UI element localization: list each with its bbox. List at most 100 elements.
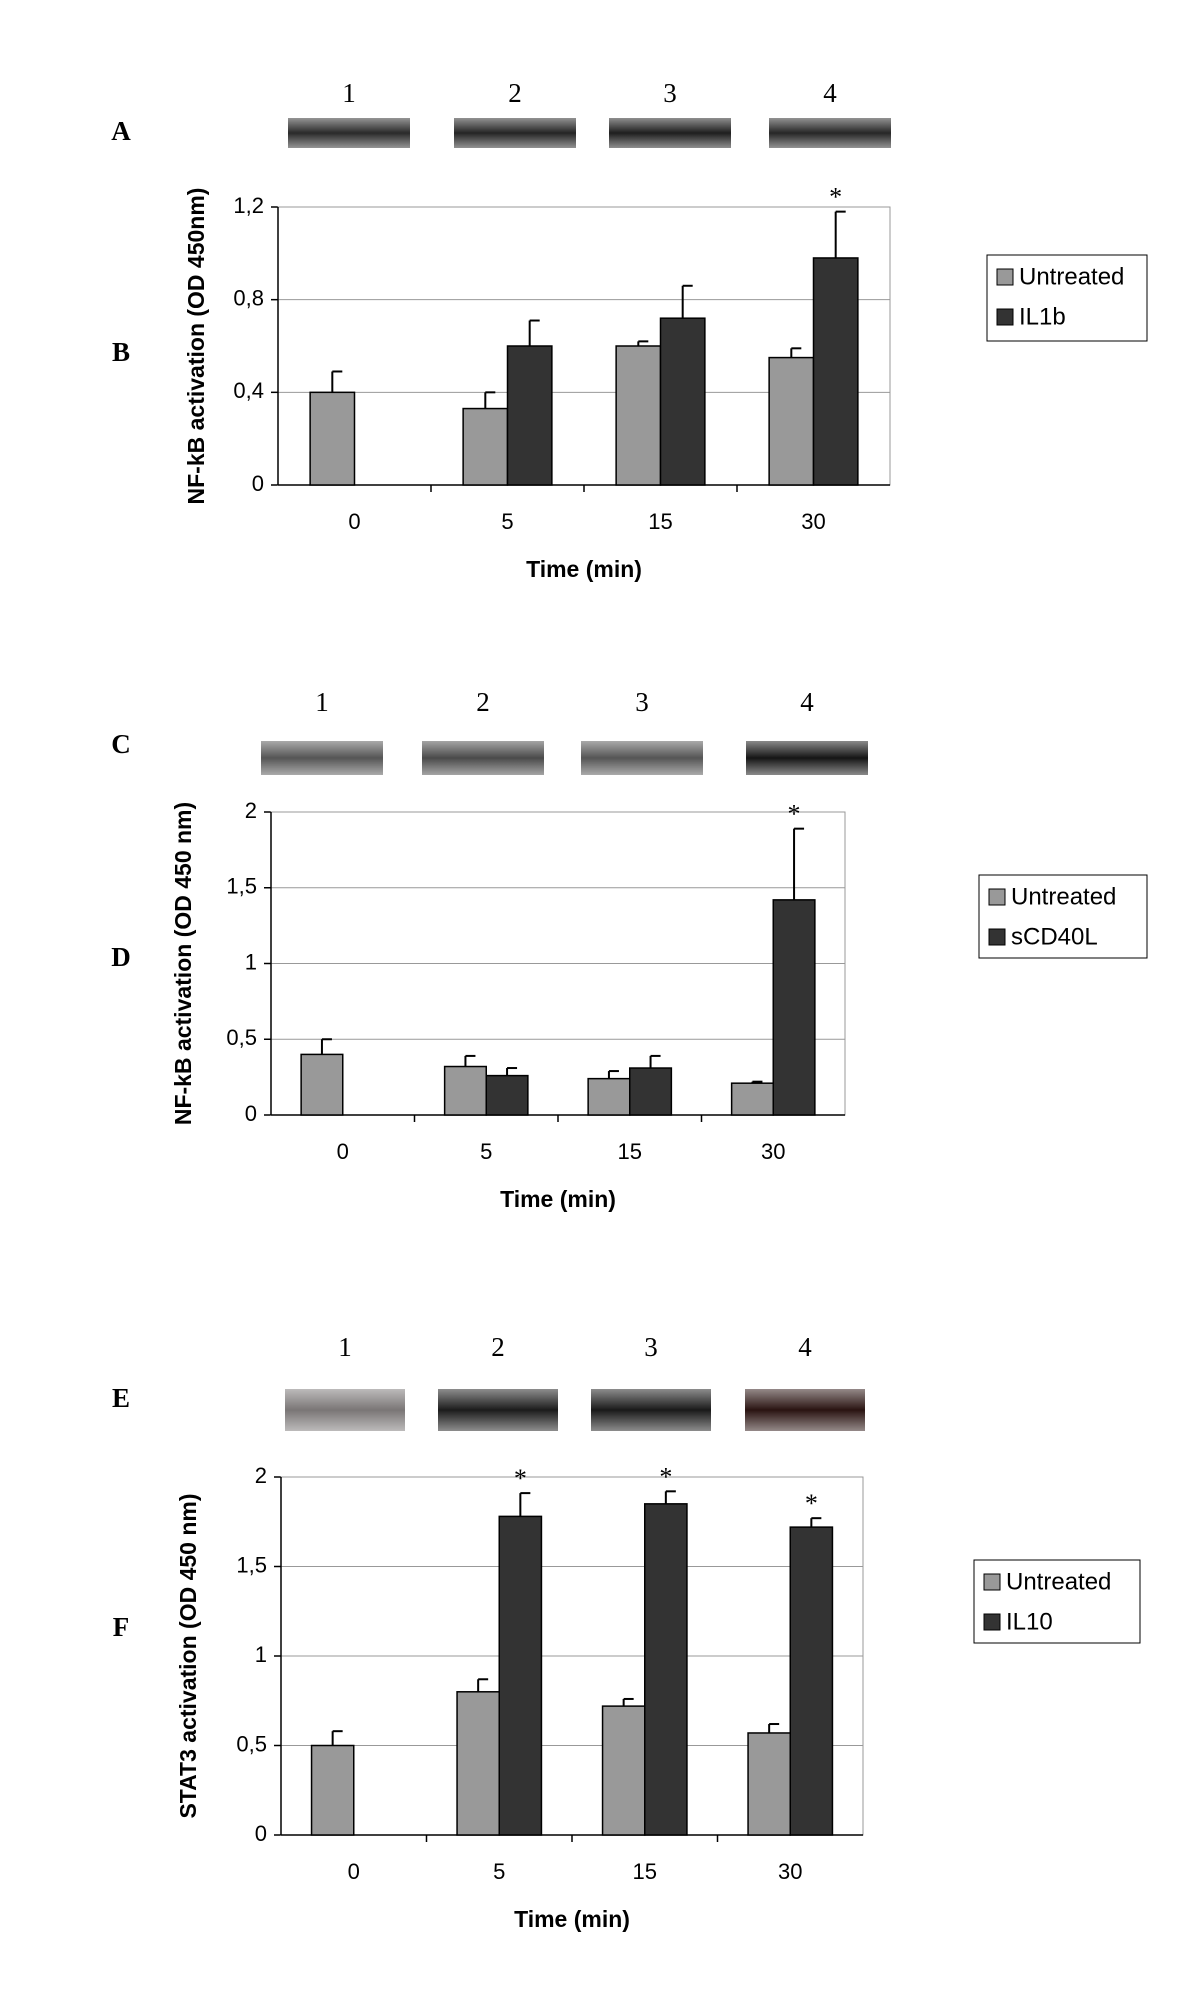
error-bar [649,1054,661,1069]
error-bar [506,1067,518,1076]
panel-letter: A [111,116,131,146]
bar [601,1705,646,1836]
error-bar [331,1730,343,1746]
x-tick-label: 30 [801,509,825,534]
significance-mark: * [788,800,801,829]
x-tick-label: 5 [493,1859,505,1884]
blot-shade [288,118,410,148]
y-tick-label: 1,2 [233,193,264,218]
bar [485,1074,529,1116]
lane-label: 2 [476,687,490,717]
error-bar [528,319,540,346]
significance-mark: * [805,1489,818,1518]
lane-label: 1 [315,687,329,717]
panel-letter: D [111,942,131,972]
legend-box [978,874,1148,959]
blot-shade [746,741,868,775]
x-tick-label: 30 [761,1139,785,1164]
y-tick-label: 2 [255,1463,267,1488]
y-tick-label: 1,5 [236,1552,267,1577]
blot-shade [769,118,891,148]
blot-shade [422,741,544,775]
lane-label: 2 [491,1332,505,1362]
bar [462,407,509,486]
bar [456,1691,500,1836]
y-tick-label: 1 [255,1642,267,1667]
significance-mark: * [514,1464,527,1493]
bar [644,1503,688,1836]
x-tick-label: 15 [648,509,672,534]
y-axis-title: NF-kB activation (OD 450 nm) [170,802,196,1125]
y-tick-label: 0 [255,1821,267,1846]
x-tick-label: 15 [633,1859,657,1884]
bar [498,1515,543,1836]
error-bar [810,1517,822,1528]
panel-letter: E [112,1383,130,1413]
y-tick-label: 0 [252,471,264,496]
bar [310,1744,355,1836]
legend-swatch [996,308,1014,326]
error-bar [790,347,802,358]
bar [587,1077,631,1116]
lane-label: 4 [823,78,837,108]
x-axis-title: Time (min) [514,1906,630,1932]
significance-mark: * [829,183,842,212]
blot-shade [261,741,383,775]
y-tick-label: 0,4 [233,378,264,403]
error-bar [834,210,846,258]
error-bar [484,391,496,409]
lane-label: 4 [800,687,814,717]
error-bar [664,1490,676,1504]
error-bar [331,370,343,393]
lane-label: 4 [798,1332,812,1362]
blot-shade [285,1389,405,1431]
panel-letter: B [112,337,130,367]
blot-shade [454,118,576,148]
x-axis-title: Time (min) [500,1186,616,1212]
lane-label: 3 [663,78,677,108]
legend-label: IL10 [1006,1608,1053,1635]
bar [443,1065,488,1116]
lane-label: 1 [342,78,356,108]
x-tick-label: 15 [618,1139,642,1164]
blot-shade [581,741,703,775]
error-bar [768,1723,780,1733]
blot-shade [591,1389,711,1431]
lane-label: 2 [508,78,522,108]
error-bar [477,1678,489,1692]
legend-swatch [996,268,1014,286]
legend-swatch [988,888,1006,906]
bar [789,1526,834,1836]
legend-box [973,1559,1141,1644]
x-tick-label: 0 [348,509,360,534]
error-bar [607,1070,619,1079]
significance-mark: * [659,1462,672,1491]
blot-shade [438,1389,558,1431]
y-tick-label: 0,8 [233,285,264,310]
bar [615,345,662,486]
y-axis-title: NF-kB activation (OD 450nm) [183,188,209,505]
bar [768,356,815,486]
legend-label: Untreated [1019,263,1124,290]
y-tick-label: 0,5 [226,1025,257,1050]
lane-label: 3 [635,687,649,717]
error-bar [637,340,649,346]
panel-letter: C [111,729,131,759]
bar [772,899,816,1116]
error-bar [464,1054,476,1067]
x-tick-label: 0 [348,1859,360,1884]
y-tick-label: 0 [245,1101,257,1126]
y-tick-label: 0,5 [236,1731,267,1756]
error-bar [320,1038,332,1055]
y-tick-label: 1 [245,949,257,974]
legend-swatch [983,1573,1001,1591]
legend-box [986,254,1148,342]
legend-label: Untreated [1006,1568,1111,1595]
x-tick-label: 30 [778,1859,802,1884]
legend-swatch [988,928,1006,946]
error-bar [793,827,805,900]
legend-label: sCD40L [1011,923,1098,950]
y-tick-label: 1,5 [226,874,257,899]
error-bar [681,284,693,319]
